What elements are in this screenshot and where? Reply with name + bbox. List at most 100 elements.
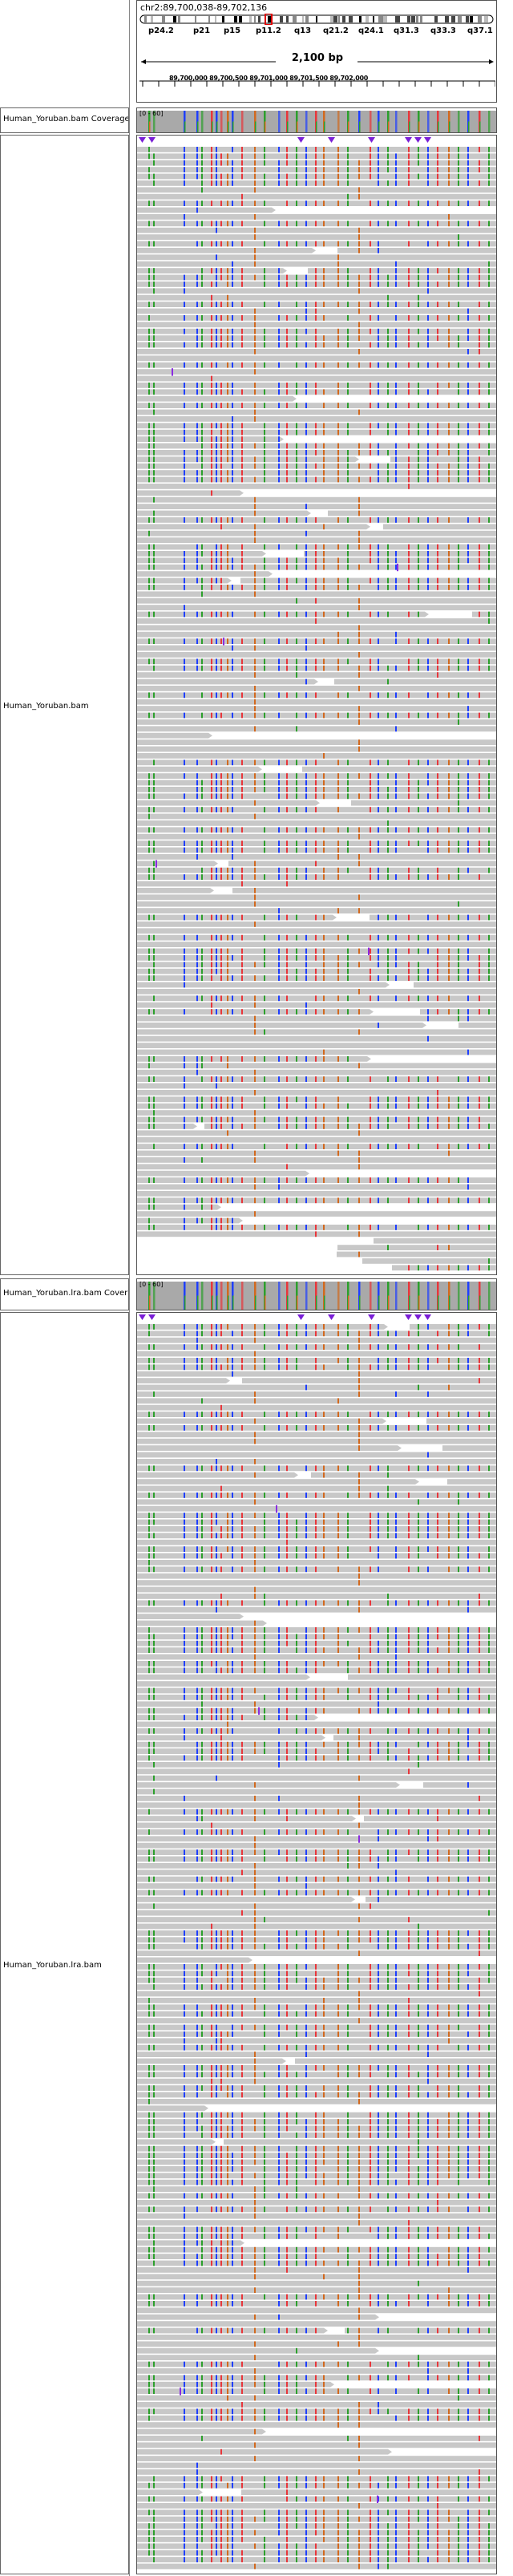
chromosome-ideogram[interactable] — [139, 14, 495, 25]
mismatch-base — [347, 2085, 349, 2091]
mismatch-base — [370, 955, 371, 961]
cytoband — [144, 16, 147, 22]
coverage-track-2[interactable]: [0 - 60] — [136, 1278, 497, 1310]
mismatch-base — [264, 362, 265, 368]
mismatch-base — [315, 1829, 317, 1835]
mismatch-base — [387, 2004, 389, 2011]
mismatch-base — [232, 1358, 233, 1363]
mismatch-base — [232, 1695, 233, 1700]
mismatch-base — [418, 665, 419, 671]
mismatch-base — [216, 2085, 217, 2091]
read — [137, 1124, 193, 1129]
mismatch-base — [458, 173, 459, 180]
mismatch-base — [408, 1748, 410, 1754]
mismatch-base — [378, 611, 379, 618]
allele-bar — [388, 121, 390, 132]
mismatch-base — [305, 962, 307, 968]
mismatch-base — [254, 571, 256, 577]
mismatch-base — [437, 1627, 438, 1633]
coverage-track-name-1[interactable]: Human_Yoruban.bam Coverage — [0, 107, 129, 133]
read-alignments[interactable] — [137, 136, 496, 1274]
reads-track-name-2[interactable]: Human_Yoruban.lra.bam — [0, 1312, 129, 2574]
mismatch-base — [216, 1083, 217, 1089]
mismatch-base — [448, 1808, 450, 1815]
reads-track-1[interactable] — [136, 135, 497, 1275]
mismatch-base — [296, 221, 297, 227]
mismatch-base — [148, 389, 150, 395]
mismatch-base — [408, 975, 410, 981]
reads-track-2[interactable] — [136, 1312, 497, 2574]
mismatch-base — [148, 450, 150, 456]
mismatch-base — [216, 302, 217, 307]
mismatch-base — [220, 995, 222, 1002]
mismatch-base — [286, 1324, 288, 1330]
mismatch-base — [286, 840, 288, 846]
mismatch-base — [196, 787, 198, 792]
coverage-histogram[interactable] — [137, 108, 496, 132]
mismatch-base — [296, 827, 297, 833]
mismatch-base — [448, 1553, 450, 1559]
mismatch-base — [153, 342, 155, 348]
read-alignments[interactable] — [137, 1313, 496, 2574]
mismatch-base — [241, 2132, 243, 2138]
mismatch-base — [286, 173, 288, 180]
mismatch-base — [358, 1802, 360, 1808]
mismatch-base — [286, 1687, 288, 1694]
coverage-histogram[interactable] — [137, 1279, 496, 1310]
mismatch-base — [201, 658, 203, 665]
mismatch-base — [488, 1225, 490, 1230]
mismatch-base — [241, 874, 243, 880]
mismatch-base — [387, 1485, 389, 1492]
mismatch-base — [241, 302, 243, 307]
mismatch-base — [418, 759, 419, 766]
mismatch-base — [347, 2132, 349, 2138]
mismatch-base — [387, 557, 389, 564]
mismatch-base — [211, 1728, 212, 1734]
coverage-track-name-2[interactable]: Human_Yoruban.lra.bam Coverage — [0, 1278, 129, 1310]
allele-bar — [370, 111, 372, 132]
mismatch-base — [347, 342, 349, 348]
mismatch-base — [278, 1937, 280, 1943]
mismatch-base — [358, 665, 360, 671]
mismatch-base — [458, 1144, 459, 1149]
mismatch-base — [418, 160, 419, 166]
mismatch-base — [418, 294, 419, 301]
reads-track-name-1[interactable]: Human_Yoruban.bam — [0, 135, 129, 1275]
mismatch-base — [184, 847, 185, 853]
allele-bar — [228, 121, 229, 132]
mismatch-base — [337, 328, 339, 334]
mismatch-base — [378, 1331, 379, 1337]
read — [137, 530, 496, 537]
mismatch-base — [418, 1829, 419, 1835]
mismatch-base — [148, 2092, 150, 2098]
mismatch-base — [254, 1816, 256, 1821]
locus-label[interactable]: chr2:89,700,038-89,702,136 — [140, 2, 268, 13]
mismatch-base — [315, 712, 317, 719]
mismatch-base — [358, 854, 360, 860]
mismatch-base — [241, 315, 243, 321]
mismatch-base — [201, 221, 203, 227]
mismatch-base — [305, 1829, 307, 1835]
mismatch-base — [232, 1371, 233, 1377]
coverage-track-1[interactable]: [0 - 60] — [136, 107, 497, 133]
ruler[interactable] — [139, 49, 495, 100]
mismatch-base — [437, 2119, 438, 2124]
mismatch-base — [241, 517, 243, 523]
read — [137, 409, 496, 415]
read — [137, 2072, 496, 2078]
mismatch-base — [337, 847, 339, 853]
mismatch-base — [427, 2031, 429, 2037]
allele-bar — [479, 121, 481, 132]
mismatch-base — [211, 221, 212, 227]
mismatch-base — [216, 1627, 217, 1633]
mismatch-base — [488, 1808, 490, 1815]
mismatch-base — [479, 840, 480, 846]
mismatch-base — [201, 665, 203, 671]
mismatch-base — [488, 1640, 490, 1646]
mismatch-base — [153, 389, 155, 395]
mismatch-base — [323, 1364, 325, 1371]
mismatch-base — [216, 827, 217, 833]
mismatch-base — [305, 1056, 307, 1062]
mismatch-base — [264, 328, 265, 334]
read — [137, 1069, 496, 1075]
